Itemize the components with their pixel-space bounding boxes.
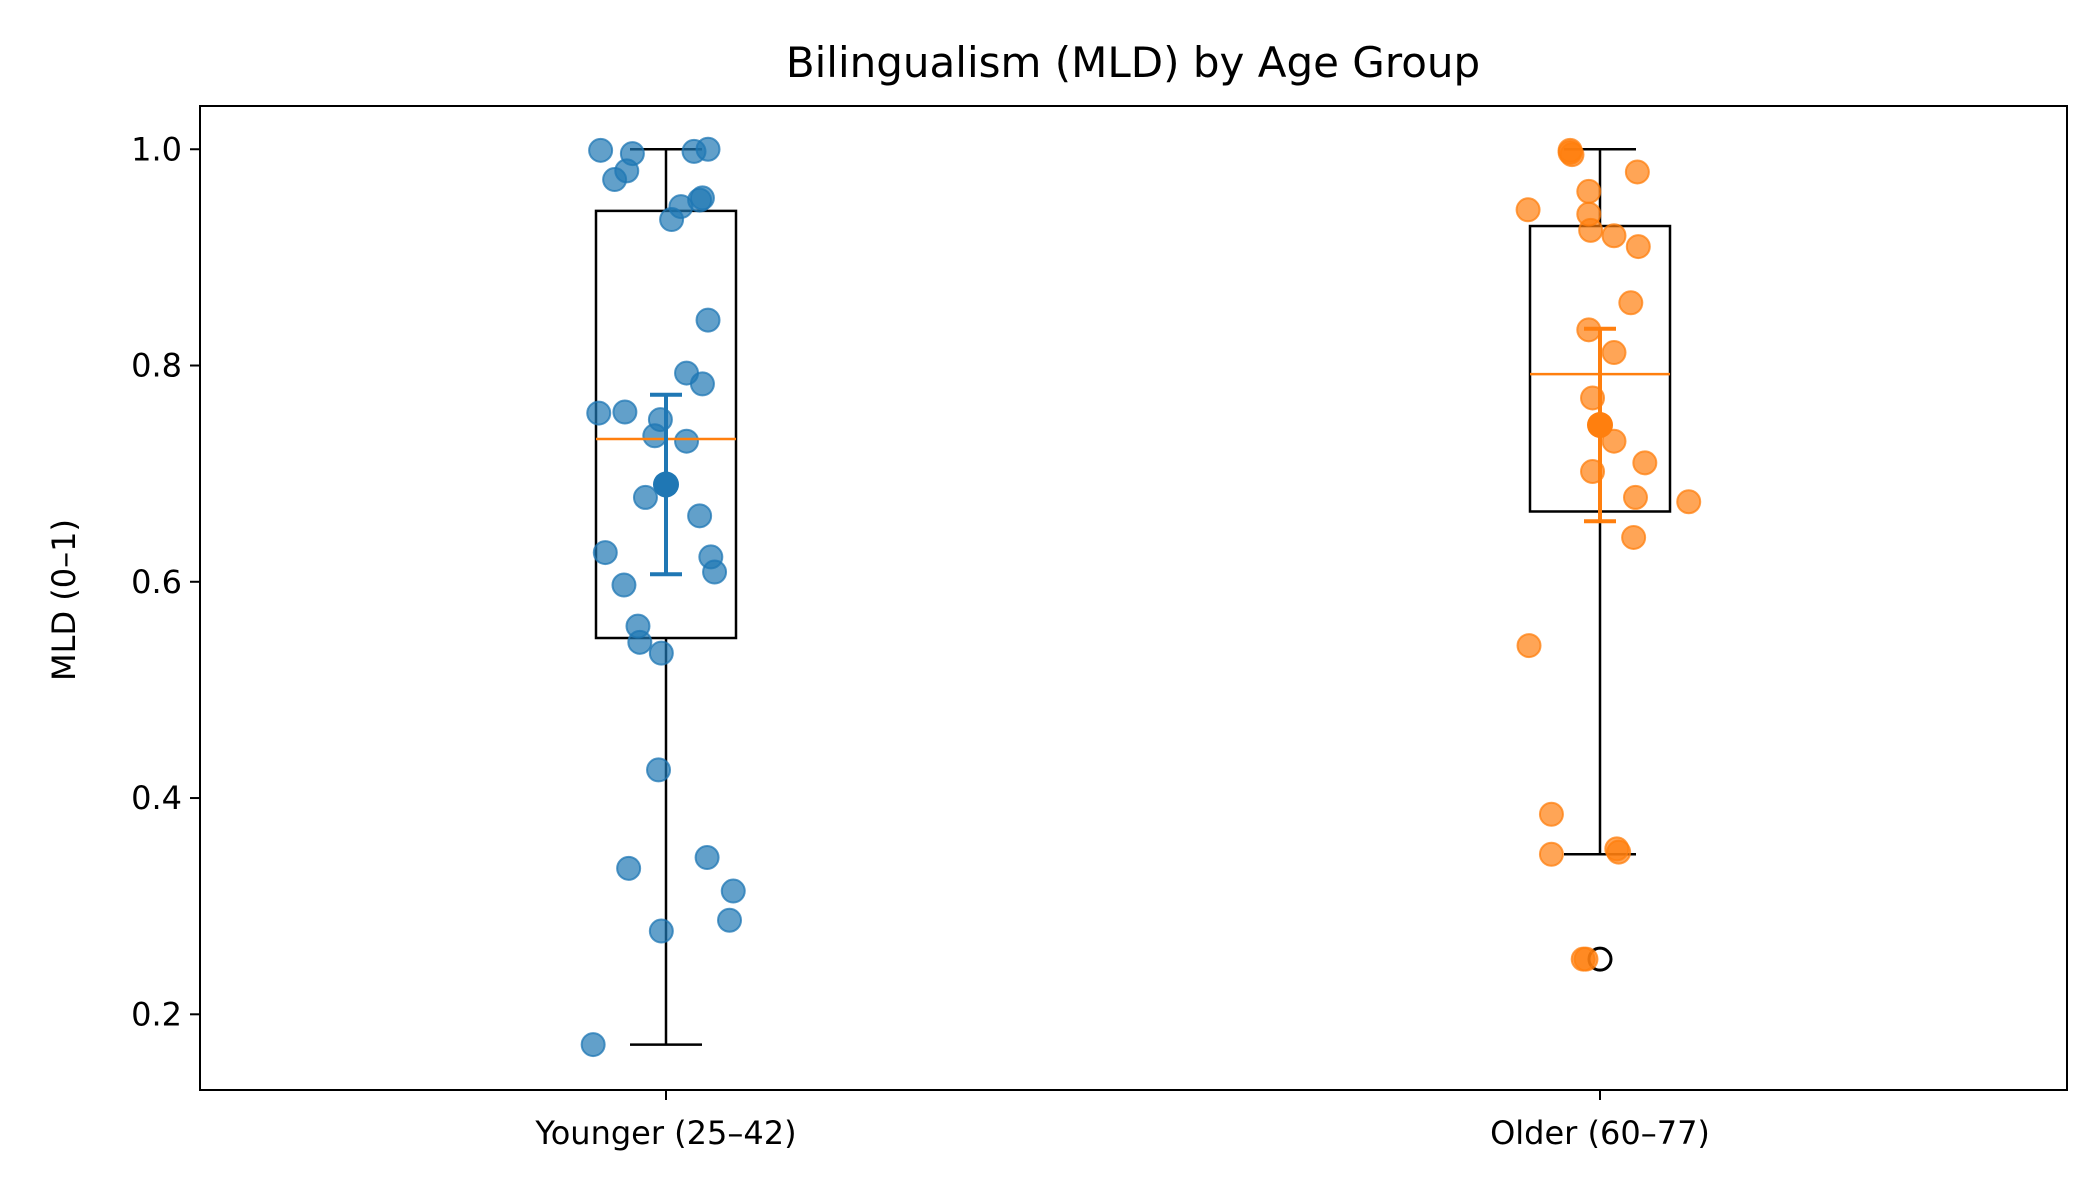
data-point-1-17 (1622, 484, 1648, 510)
data-point-0-0 (588, 137, 614, 163)
y-tick-label-2: 0.6 (131, 563, 182, 601)
data-point-1-21 (1538, 801, 1564, 827)
data-point-0-10 (695, 307, 721, 333)
y-tick-label-1: 0.4 (131, 779, 182, 817)
mean-point-0 (653, 471, 679, 498)
data-point-0-13 (586, 400, 612, 426)
data-point-0-29 (616, 855, 642, 881)
group-0 (580, 136, 746, 1058)
data-point-1-19 (1621, 524, 1647, 550)
data-point-1-2 (1624, 159, 1650, 185)
data-point-0-32 (648, 918, 674, 944)
data-point-0-23 (611, 572, 637, 598)
data-point-0-26 (648, 640, 674, 666)
data-point-1-18 (1676, 489, 1702, 515)
data-point-0-20 (592, 540, 618, 566)
data-point-1-15 (1632, 450, 1658, 476)
data-point-0-22 (702, 559, 728, 585)
y-tick-label-3: 0.8 (131, 347, 182, 385)
data-point-0-18 (632, 484, 658, 510)
plot-frame (199, 105, 2068, 1091)
data-point-0-17 (674, 428, 700, 454)
data-point-0-12 (689, 371, 715, 397)
y-tick-label-0: 0.2 (131, 995, 182, 1033)
data-point-0-9 (659, 207, 685, 233)
data-point-0-14 (612, 399, 638, 425)
x-tick-label-0: Younger (25–42) (534, 1114, 796, 1152)
group-1 (1515, 137, 1702, 972)
plot-area (580, 136, 1702, 1058)
data-point-0-3 (695, 136, 721, 162)
data-point-1-8 (1601, 223, 1627, 249)
data-point-1-4 (1576, 178, 1602, 204)
y-tick-label-4: 1.0 (131, 130, 182, 168)
data-point-0-33 (580, 1032, 606, 1058)
data-point-0-19 (687, 503, 713, 529)
y-axis: 0.2 0.4 0.6 0.8 1.0 (131, 130, 200, 1033)
data-point-0-25 (627, 629, 653, 655)
mean-point-1 (1587, 411, 1613, 438)
data-point-0-28 (694, 845, 720, 871)
data-point-1-10 (1618, 290, 1644, 316)
data-point-1-5 (1515, 197, 1541, 223)
data-point-0-31 (717, 907, 743, 933)
x-tick-label-1: Older (60–77) (1490, 1114, 1710, 1152)
data-point-0-8 (689, 185, 715, 211)
data-point-1-20 (1516, 633, 1542, 659)
data-point-1-24 (1606, 839, 1632, 865)
data-point-1-14 (1601, 428, 1627, 454)
data-point-1-26 (1573, 946, 1599, 972)
data-point-0-30 (720, 878, 746, 904)
chart-title: Bilingualism (MLD) by Age Group (786, 38, 1480, 87)
data-point-1-7 (1578, 217, 1604, 243)
data-point-1-22 (1538, 841, 1564, 867)
data-point-1-9 (1625, 234, 1651, 260)
data-point-0-27 (646, 757, 672, 783)
y-axis-label: MLD (0–1) (45, 519, 83, 681)
data-point-0-16 (642, 423, 668, 449)
x-axis: Younger (25–42) Older (60–77) (534, 1090, 1710, 1152)
data-point-1-3 (1557, 139, 1583, 165)
data-point-0-5 (614, 158, 640, 184)
data-point-1-12 (1601, 340, 1627, 366)
